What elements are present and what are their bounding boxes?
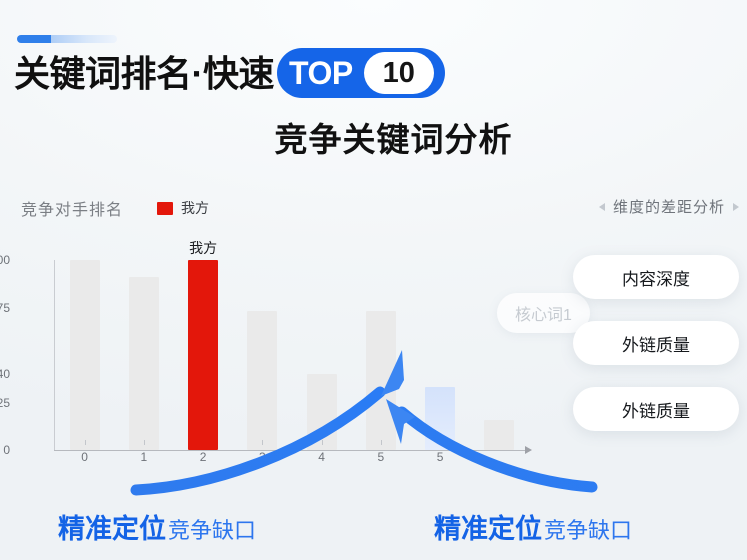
chart-legend: 竞争对手排名 我方	[21, 196, 209, 220]
dimension-gap-header: 维度的差距分析	[598, 196, 739, 217]
x-axis-tick: 4	[318, 450, 325, 464]
x-axis-tick-mark	[143, 440, 145, 445]
page-subtitle: 竞争关键词分析	[274, 121, 513, 158]
dimension-gap-title: 维度的差距分析	[612, 199, 725, 216]
x-axis-tick-mark	[262, 440, 264, 445]
dimension-pill-list: 内容深度 外链质量 外链质量	[573, 255, 739, 431]
chart-section-title: 竞争对手排名	[21, 202, 124, 219]
top-rank-pill: TOP 10	[277, 48, 445, 98]
caption-left-sub: 竞争缺口	[168, 518, 257, 543]
bar-1[interactable]	[128, 277, 159, 450]
core-keyword-chip-label: 核心词1	[515, 307, 572, 324]
bar-4[interactable]	[306, 374, 337, 450]
legend-item-my-side: 我方	[157, 198, 209, 218]
caption-left: 精准定位 竞争缺口	[58, 507, 256, 546]
dimension-pill-1[interactable]: 外链质量	[573, 321, 739, 365]
my-bar-callout-label: 我方	[189, 240, 218, 256]
x-axis-tick: 1	[140, 450, 148, 464]
dimension-pill-label: 外链质量	[622, 335, 690, 355]
x-axis-tick-mark	[321, 440, 323, 445]
y-axis-tick: 0	[3, 443, 10, 457]
top-rank-badge-value: 10	[382, 56, 415, 89]
caption-left-strong: 精准定位	[58, 514, 166, 544]
x-axis-tick: 3	[259, 450, 266, 464]
dimension-pill-label: 外链质量	[622, 401, 690, 421]
x-axis-tick: 2	[199, 450, 207, 464]
competitor-rank-bar-chart: 100 75 40 25 0 0 1 2 3 4 5 5 我方	[0, 240, 532, 464]
page-title-text: 关键词排名·快速	[14, 53, 275, 94]
x-axis-tick: 5	[377, 450, 385, 464]
core-keyword-chip[interactable]: 核心词1	[497, 293, 590, 333]
top-rank-pill-label: TOP	[289, 55, 353, 91]
caption-right-strong: 精准定位	[434, 514, 542, 544]
x-axis-tick-mark	[440, 440, 442, 445]
bar-3[interactable]	[247, 311, 278, 450]
x-axis-tick-mark	[380, 440, 382, 445]
legend-item-label: 我方	[181, 200, 210, 216]
dimension-pill-label: 内容深度	[622, 269, 690, 289]
y-axis-tick: 75	[0, 300, 10, 315]
caption-right-sub: 竞争缺口	[544, 518, 633, 543]
bar-2[interactable]	[188, 260, 219, 450]
bar-5[interactable]	[365, 311, 396, 450]
chart-bars	[55, 260, 529, 450]
y-axis-tick: 100	[0, 253, 10, 267]
bar-7[interactable]	[484, 419, 515, 450]
bar-0[interactable]	[69, 260, 100, 450]
y-axis-tick: 40	[0, 367, 10, 381]
y-axis-line	[54, 260, 55, 450]
x-axis-tick: 5	[436, 450, 444, 464]
x-axis-line	[54, 450, 529, 451]
progress-indicator	[17, 35, 117, 43]
triangle-left-icon[interactable]	[598, 202, 605, 211]
dimension-pill-0[interactable]: 内容深度	[573, 255, 739, 299]
triangle-right-icon[interactable]	[733, 202, 739, 211]
caption-right: 精准定位 竞争缺口	[434, 507, 632, 546]
page-title: 关键词排名·快速	[14, 48, 275, 100]
top-rank-badge: 10	[363, 52, 434, 94]
y-axis-tick: 25	[0, 395, 10, 410]
x-axis-tick-mark	[84, 440, 86, 445]
x-axis-tick: 0	[81, 450, 88, 464]
legend-swatch-icon	[157, 201, 174, 215]
dimension-pill-2[interactable]: 外链质量	[573, 387, 739, 431]
